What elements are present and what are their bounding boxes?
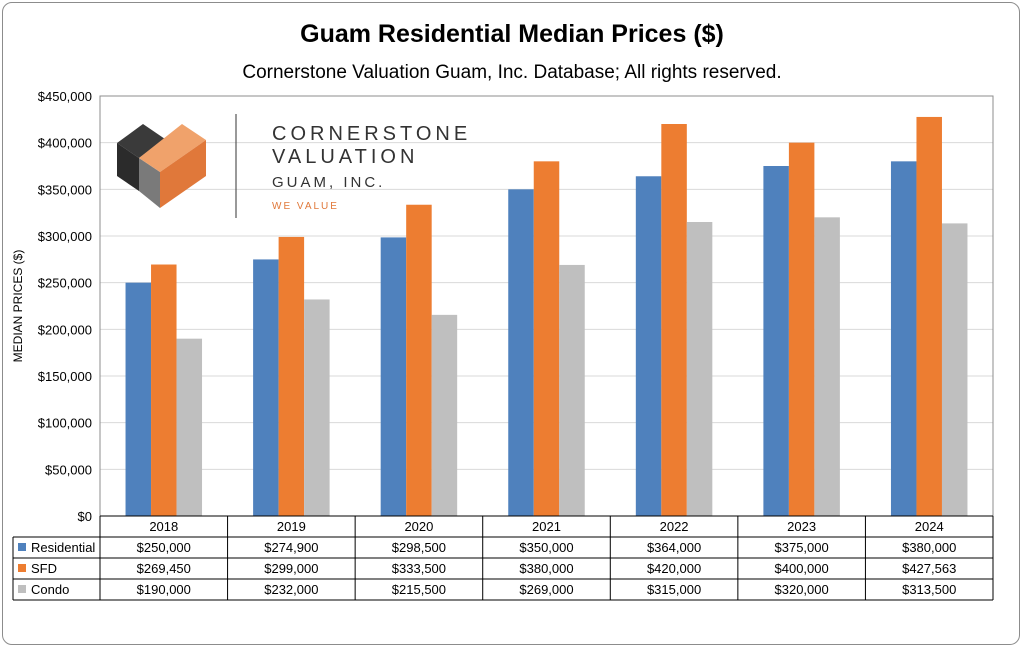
data-label: $269,000 [519,582,573,597]
y-tick-label: $200,000 [38,322,92,337]
x-tick-label: 2019 [277,519,306,534]
chart-subtitle: Cornerstone Valuation Guam, Inc. Databas… [242,62,782,83]
bar-sfd-2021 [533,161,560,517]
bar-residential-2022 [635,176,662,516]
data-label: $298,500 [392,540,446,555]
data-label: $400,000 [775,561,829,576]
bar-condo-2021 [559,264,585,516]
bars [125,116,968,517]
bar-condo-2020 [431,314,458,516]
logo-line-2: VALUATION [272,146,418,168]
y-tick-label: $450,000 [38,89,92,104]
y-tick-label: $100,000 [38,416,92,431]
bar-sfd-2023 [788,142,815,516]
data-label: $313,500 [902,582,956,597]
y-tick-label: $50,000 [45,462,92,477]
bar-sfd-2018 [151,264,177,516]
bar-sfd-2022 [661,124,687,516]
bar-sfd-2024 [916,116,942,517]
bar-residential-2024 [890,161,917,517]
bar-condo-2023 [814,217,840,517]
x-tick-label: 2022 [660,519,689,534]
data-label: $420,000 [647,561,701,576]
bar-residential-2020 [380,237,407,516]
x-tick-label: 2021 [532,519,561,534]
data-label: $320,000 [775,582,829,597]
x-tick-label: 2018 [149,519,178,534]
logo-line-3: GUAM, INC. [272,174,385,191]
y-tick-label: $400,000 [38,136,92,151]
data-label: $380,000 [519,561,573,576]
y-tick-label: $250,000 [38,276,92,291]
legend-key-residential [18,543,26,551]
legend-label: SFD [31,561,57,576]
x-tick-label: 2023 [787,519,816,534]
data-table: 2018 2019 2020 2021 2022 2023 2024 Residential $… [12,515,994,601]
logo-cube-left-dark [117,143,139,191]
logo-cube-top-orange [139,124,206,172]
data-label: $269,450 [137,561,191,576]
logo-line-1: CORNERSTONE [272,123,471,145]
bar-residential-2023 [763,166,789,516]
x-tick-label: 2020 [404,519,433,534]
bar-sfd-2020 [406,204,432,516]
logo-tagline: WE VALUE [272,201,339,212]
data-label: $380,000 [902,540,956,555]
bar-condo-2018 [176,338,203,516]
y-tick-label: $0 [78,509,92,524]
bar-residential-2019 [253,259,279,516]
x-tick-label: 2024 [915,519,944,534]
data-label: $250,000 [137,540,191,555]
bar-condo-2019 [304,299,330,516]
legend-label: Condo [31,582,69,597]
data-label: $364,000 [647,540,701,555]
logo-cube-top-dark [117,124,165,158]
data-label: $299,000 [264,561,318,576]
bar-residential-2018 [125,282,152,516]
data-label: $350,000 [519,540,573,555]
data-label: $190,000 [137,582,191,597]
data-label: $375,000 [775,540,829,555]
chart-title: Guam Residential Median Prices ($) [300,20,724,48]
data-label: $232,000 [264,582,318,597]
legend-key-sfd [18,564,26,572]
y-tick-label: $150,000 [38,369,92,384]
company-logo: CORNERSTONE VALUATION GUAM, INC. WE VALU… [117,114,471,218]
logo-cube-left-gray [139,158,160,208]
y-tick-label: $300,000 [38,229,92,244]
bar-residential-2021 [508,189,534,517]
data-label: $333,500 [392,561,446,576]
data-label: $215,500 [392,582,446,597]
bar-condo-2024 [941,223,968,516]
legend-key-condo [18,585,26,593]
y-tick-label: $350,000 [38,182,92,197]
data-label: $274,900 [264,540,318,555]
data-label: $315,000 [647,582,701,597]
data-label: $427,563 [902,561,956,576]
y-axis-label: MEDIAN PRICES ($) [11,250,25,363]
legend-label: Residential [31,540,95,555]
bar-condo-2022 [686,222,713,516]
bar-sfd-2019 [278,236,305,516]
logo-cube-face-orange [160,140,206,208]
y-tick-labels: $0 $50,000 $100,000 $150,000 $200,000 $250,00… [38,89,92,524]
